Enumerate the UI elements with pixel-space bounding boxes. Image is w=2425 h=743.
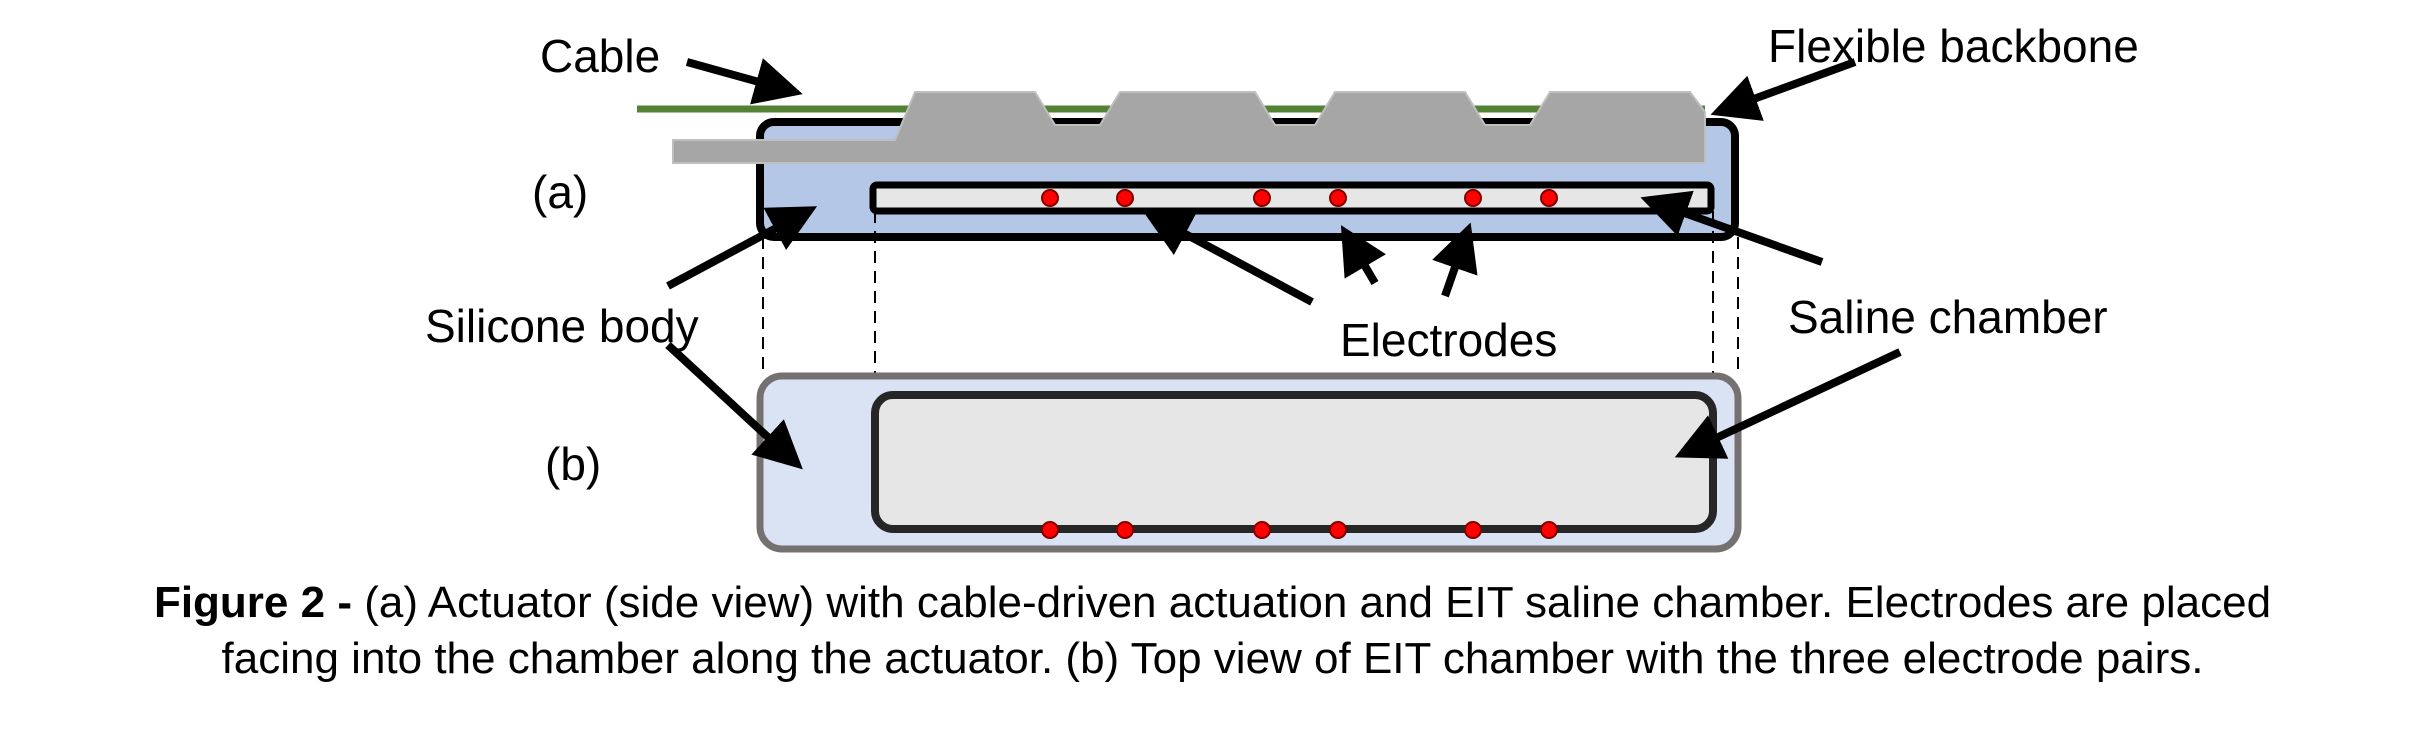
electrode: [1116, 189, 1134, 207]
view-a-label: (a): [532, 166, 588, 218]
cable-label: Cable: [540, 30, 660, 82]
electrode: [1041, 189, 1059, 207]
saline-chamber-arrow-top: [1674, 348, 1902, 459]
silicone-body-arrow-side: [666, 206, 818, 290]
backbone-arrow: [1710, 58, 1857, 121]
electrode: [1329, 521, 1347, 539]
electrode: [1464, 189, 1482, 207]
top-view: [756, 372, 1742, 553]
caption-line-2: facing into the chamber along the actuat…: [221, 634, 2204, 683]
electrode: [1540, 521, 1558, 539]
electrode: [1253, 189, 1271, 207]
electrodes-side: [1041, 189, 1558, 207]
caption-line-1: Figure 2 - (a) Actuator (side view) with…: [0, 575, 2425, 631]
flexible-backbone-shape: [672, 91, 1706, 164]
side-view: [637, 91, 1739, 241]
electrode: [1329, 189, 1347, 207]
cable-arrow: [685, 58, 803, 105]
electrode-arrow: [1432, 222, 1478, 298]
saline-chamber-label: Saline chamber: [1788, 291, 2108, 343]
caption-text-1: (a) Actuator (side view) with cable-driv…: [351, 578, 2272, 627]
flexible-backbone-label: Flexible backbone: [1768, 20, 2139, 72]
electrode: [1540, 189, 1558, 207]
figure-label: Figure 2 -: [153, 578, 352, 627]
actuator-diagram: Cable Flexible backbone (a) Silicone bod…: [425, 20, 2139, 553]
view-b-label: (b): [545, 438, 601, 490]
electrode: [1253, 521, 1271, 539]
saline-chamber-side: [869, 181, 1715, 215]
electrode: [1041, 521, 1059, 539]
silicone-body-label: Silicone body: [425, 300, 699, 352]
figure-caption: Figure 2 - (a) Actuator (side view) with…: [0, 575, 2425, 687]
silicone-body-arrow-top: [665, 342, 803, 470]
electrode: [1116, 521, 1134, 539]
electrodes-top: [1041, 521, 1558, 539]
callout-arrows: [665, 58, 1902, 470]
saline-chamber-arrow-side: [1640, 190, 1824, 266]
electrode-arrow: [1340, 225, 1386, 286]
electrode-arrow: [1142, 211, 1314, 306]
saline-chamber-top: [871, 391, 1717, 533]
electrode: [1464, 521, 1482, 539]
projection-lines: [762, 211, 1739, 376]
electrodes-label: Electrodes: [1340, 314, 1557, 366]
